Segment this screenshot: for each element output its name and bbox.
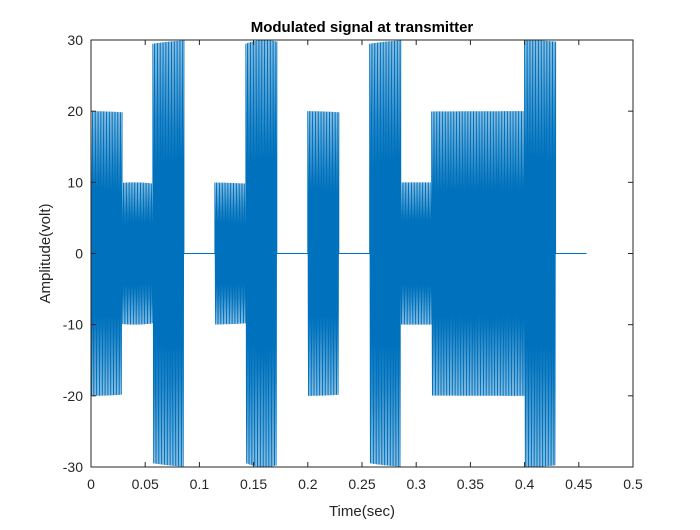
x-tick-label: 0.05 xyxy=(132,476,159,492)
y-tick-label: -30 xyxy=(63,459,83,475)
chart-title: Modulated signal at transmitter xyxy=(251,19,474,36)
y-tick-label: 0 xyxy=(75,246,83,262)
x-tick-label: 0.2 xyxy=(298,476,318,492)
x-tick-label: 0.1 xyxy=(190,476,210,492)
x-tick-label: 0 xyxy=(87,476,95,492)
x-tick-label: 0.35 xyxy=(457,476,484,492)
y-tick-label: 10 xyxy=(67,174,83,190)
x-tick-label: 0.4 xyxy=(515,476,535,492)
x-tick-label: 0.25 xyxy=(348,476,375,492)
y-tick-label: 20 xyxy=(67,103,83,119)
y-tick-label: 30 xyxy=(67,32,83,48)
plot-area: 0 0.05 0.1 0.15 0.2 0.25 0.3 0.35 0.4 0.45 0.5 -30 -… xyxy=(63,32,643,492)
x-tick-label: 0.3 xyxy=(406,476,426,492)
series-line xyxy=(91,40,587,467)
x-axis-label: Time(sec) xyxy=(329,503,395,520)
x-tick-label: 0.5 xyxy=(623,476,643,492)
y-tick-label: -10 xyxy=(63,317,83,333)
x-tick-label: 0.15 xyxy=(240,476,267,492)
y-axis-label: Amplitude(volt) xyxy=(37,203,54,303)
y-tick-label: -20 xyxy=(63,388,83,404)
x-tick-label: 0.45 xyxy=(565,476,592,492)
